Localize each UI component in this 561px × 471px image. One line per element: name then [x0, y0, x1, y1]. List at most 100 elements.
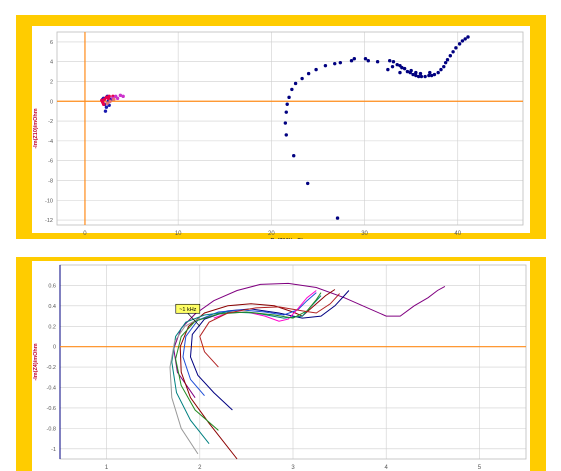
chart-0-series-2-point [106, 96, 110, 101]
chart-1-annotation-label: ~1 kHz [179, 307, 197, 313]
chart-top-svg: 0102030406420-2-4-6-8-10-12Re(Z10)/mOhm-… [32, 26, 530, 239]
chart-0-series-4-point [105, 101, 110, 105]
chart-0-y-tick-label: -12 [45, 218, 53, 224]
chart-0-series-0-point [349, 59, 354, 63]
chart-1-series-7-line [169, 317, 201, 455]
chart-0-series-0-point [300, 76, 304, 81]
chart-0-series-2-point [101, 102, 106, 106]
chart-0-series-0-point [391, 59, 396, 64]
chart-0-series-0-point [375, 59, 380, 64]
chart-0-series-0-point [423, 74, 427, 79]
chart-0-series-0-point [414, 73, 418, 78]
chart-1-y-tick-label: -0.4 [47, 386, 56, 392]
chart-0-series-0-point [395, 62, 399, 67]
chart-0-series-0-point [451, 50, 455, 54]
chart-0-y-tick-label: 0 [50, 99, 53, 105]
chart-0-series-0-point [419, 74, 424, 79]
chart-1-series-6-line [175, 292, 322, 431]
chart-0-x-tick-label: 0 [83, 231, 87, 237]
chart-0-y-tick-label: 4 [50, 60, 53, 66]
chart-0-series-0-point [402, 66, 407, 71]
chart-1-x-tick-label: 4 [385, 465, 389, 471]
chart-0-series-0-point [306, 71, 311, 76]
chart-0-series-0-point [427, 73, 431, 78]
chart-0-series-0-point [388, 59, 392, 63]
chart-1-series-1-line [179, 289, 336, 460]
chart-0-series-0-point [292, 154, 296, 158]
chart-1-annotation-leader [187, 313, 201, 327]
chart-0-series-0-point [390, 64, 395, 69]
chart-0-background [32, 26, 530, 233]
chart-0-series-0-point [284, 133, 288, 137]
chart-0-series-0-point [436, 70, 440, 75]
chart-0-series-3-point [118, 93, 123, 98]
chart-0-series-0-point [400, 65, 404, 70]
chart-0-series-0-point [448, 54, 453, 58]
chart-0-series-0-point [314, 67, 318, 72]
chart-1-y-tick-label: -1 [51, 447, 56, 453]
chart-1-y-tick-label: 0.4 [48, 304, 56, 310]
chart-0-series-3-point [121, 94, 125, 99]
chart-0-x-tick-label: 30 [361, 231, 368, 237]
chart-0-series-0-point [466, 35, 470, 39]
chart-0-series-0-point [306, 181, 310, 186]
chart-0-series-0-point [366, 59, 370, 63]
chart-0-x-tick-label: 20 [268, 231, 275, 237]
chart-0-series-0-point [405, 69, 410, 74]
chart-0-series-1-point [103, 109, 108, 113]
chart-0-y-tick-label: -2 [48, 119, 53, 125]
chart-0-series-0-point [418, 71, 423, 76]
chart-1-background [32, 261, 530, 471]
chart-0-series-0-point [439, 67, 443, 72]
chart-0-series-0-point [290, 87, 294, 92]
chart-panel-top: 0102030406420-2-4-6-8-10-12Re(Z10)/mOhm-… [16, 15, 546, 239]
chart-0-series-0-point [454, 46, 458, 50]
chart-1-series-0-line [173, 282, 446, 398]
chart-1-series-5-line [171, 295, 322, 445]
chart-0-series-0-point [414, 70, 418, 75]
chart-0-series-0-point [429, 73, 434, 78]
chart-1-y-tick-label: -0.6 [47, 406, 56, 412]
chart-0-series-4-point [112, 97, 116, 102]
chart-0-series-0-point [460, 39, 465, 43]
chart-0-series-0-point [443, 60, 448, 65]
chart-1-y-tick-label: 0 [53, 345, 56, 351]
chart-0-series-4-point [108, 99, 112, 103]
chart-0-y-tick-label: -8 [48, 178, 53, 184]
chart-0-y-tick-label: 6 [50, 40, 53, 46]
chart-0-y-axis-label: -Im(Z10)/mOhm [33, 108, 39, 148]
chart-0-series-0-point [445, 58, 450, 62]
chart-0-series-0-point [287, 95, 291, 100]
chart-0-series-0-point [442, 64, 446, 69]
chart-1-series-3-line [182, 292, 317, 397]
chart-1-y-axis-label: -Im(Z4)/mOhm [33, 343, 39, 380]
chart-1-y-tick-label: 0.6 [48, 283, 56, 289]
chart-1-annotation-box [175, 303, 201, 314]
chart-0-series-3-point [115, 96, 120, 101]
chart-1-x-tick-label: 5 [478, 465, 482, 471]
chart-0-x-tick-label: 40 [454, 231, 461, 237]
chart-1-x-tick-label: 1 [105, 465, 109, 471]
chart-1-x-tick-label: 2 [198, 465, 202, 471]
chart-1-y-tick-label: -0.2 [47, 365, 56, 371]
chart-0-series-0-point [293, 81, 298, 86]
chart-0-y-tick-label: -4 [48, 139, 53, 145]
chart-1-y-tick-label: 0.2 [48, 324, 56, 330]
chart-0-series-0-point [411, 72, 415, 77]
chart-0-series-0-point [333, 61, 337, 66]
chart-0-x-tick-label: 10 [175, 231, 182, 237]
chart-0-series-0-point [386, 67, 390, 72]
chart-0-x-axis-label: Re(Z10)/mOhm [270, 238, 309, 239]
chart-0-series-0-point [428, 70, 432, 75]
chart-0-series-0-point [409, 68, 413, 73]
chart-1-y-tick-label: -0.8 [47, 426, 56, 432]
chart-0-series-0-point [283, 121, 288, 125]
chart-0-series-0-point [398, 70, 402, 75]
chart-0-series-0-point [457, 42, 462, 46]
chart-1-series-8-line [199, 293, 340, 368]
chart-0-series-0-point [284, 110, 288, 114]
chart-0-series-0-point [463, 37, 467, 41]
chart-0-series-0-point [432, 72, 437, 77]
